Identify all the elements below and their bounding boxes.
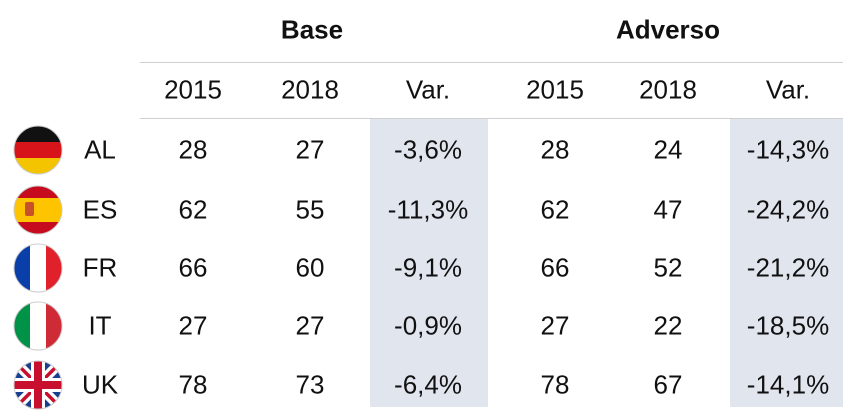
column-header: 2015 (164, 74, 222, 105)
cell: 27 (540, 310, 570, 341)
cell: 27 (295, 134, 325, 165)
cell: 66 (178, 252, 208, 283)
cell: 60 (295, 252, 325, 283)
cell: 73 (295, 369, 325, 400)
flag-uk (13, 360, 63, 410)
flag-es (13, 185, 63, 235)
country: FR (82, 252, 118, 283)
cell: -14,1% (746, 369, 830, 400)
cell: -3,6% (394, 134, 462, 165)
cell: 27 (178, 310, 208, 341)
country: UK (81, 369, 119, 400)
cell: 66 (540, 252, 570, 283)
cell: -9,1% (394, 252, 462, 283)
column-header: 2018 (639, 74, 697, 105)
column-header: 2018 (281, 74, 339, 105)
flag-de (13, 125, 63, 175)
divider (140, 118, 843, 119)
divider (140, 62, 843, 63)
flag-it (13, 301, 63, 351)
cell: -21,2% (746, 252, 830, 283)
country: AL (84, 134, 116, 165)
cell: 27 (295, 310, 325, 341)
column-header: Var. (405, 74, 451, 105)
cell: 22 (653, 310, 683, 341)
column-header: 2015 (526, 74, 584, 105)
cell: 67 (653, 369, 683, 400)
cell: 28 (178, 134, 208, 165)
cell: -11,3% (387, 194, 469, 225)
cell: -14,3% (746, 134, 830, 165)
cell: -24,2% (746, 194, 830, 225)
group-header: Adverso (615, 14, 721, 45)
cell: 62 (178, 194, 208, 225)
cell: 55 (295, 194, 325, 225)
flag-fr (13, 243, 63, 293)
var-shade (730, 119, 843, 407)
cell: 78 (540, 369, 570, 400)
cell: 78 (178, 369, 208, 400)
cell: 47 (653, 194, 683, 225)
var-shade (370, 119, 488, 407)
cell: -18,5% (746, 310, 830, 341)
country: ES (82, 194, 118, 225)
cell: -0,9% (394, 310, 462, 341)
cell: -6,4% (394, 369, 462, 400)
group-header: Base (280, 14, 344, 45)
cell: 24 (653, 134, 683, 165)
country: IT (88, 310, 112, 341)
cell: 28 (540, 134, 570, 165)
cell: 62 (540, 194, 570, 225)
column-header: Var. (765, 74, 811, 105)
cell: 52 (653, 252, 683, 283)
